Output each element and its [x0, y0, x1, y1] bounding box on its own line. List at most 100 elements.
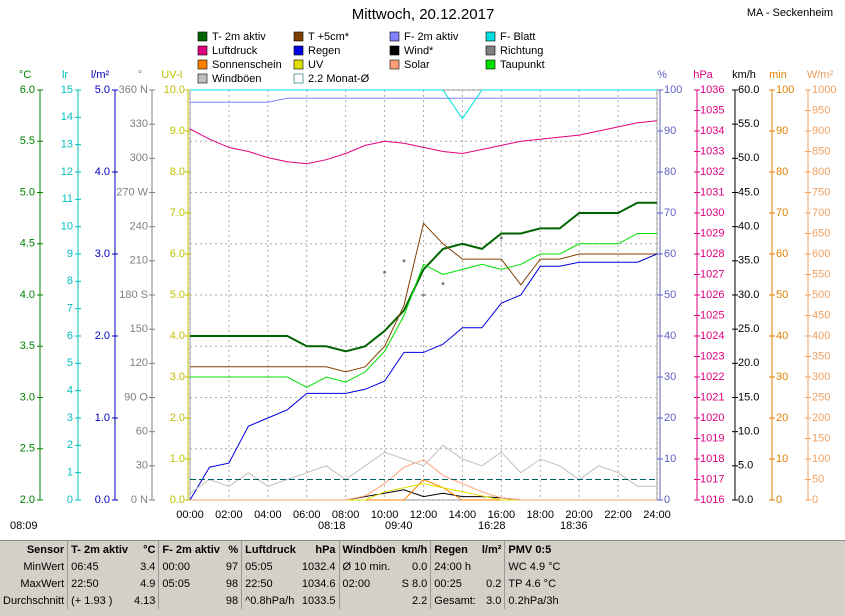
y-tick-label: 6.0 — [20, 84, 35, 96]
y-tick-label: 50.0 — [738, 152, 759, 164]
y-tick-label: 60 — [776, 248, 788, 260]
sun-time: 08:18 — [318, 520, 346, 532]
y-tick-label: 1022 — [700, 371, 724, 383]
table-cell: 1033.5 — [298, 592, 340, 609]
axis-unit: ° — [138, 69, 142, 81]
y-tick-label: 1018 — [700, 453, 724, 465]
y-tick-label: 35.0 — [738, 255, 759, 267]
x-tick-label: 10:00 — [371, 509, 399, 521]
x-tick-label: 14:00 — [449, 509, 477, 521]
y-tick-label: 1036 — [700, 84, 724, 96]
series-line — [190, 97, 657, 103]
table-cell: 1034.6 — [298, 575, 340, 592]
data-dot — [499, 236, 503, 240]
table-cell: % — [222, 541, 243, 558]
table-cell — [339, 592, 399, 609]
y-tick-label: 10 — [664, 453, 676, 465]
table-row: MinWert 06:45 3.4 00:00 97 05:05 1032.4 Ø 10 mi… — [0, 558, 564, 575]
y-tick-label: 10 — [776, 453, 788, 465]
legend-swatch — [293, 73, 304, 84]
y-tick-label: 80 — [664, 166, 676, 178]
table-cell: 22:50 — [71, 577, 99, 590]
x-tick-label: 08:00 — [332, 509, 360, 521]
table-cell: WC 4.9 °C — [508, 560, 561, 573]
axis-unit: hPa — [693, 69, 713, 81]
table-cell: MinWert — [0, 558, 69, 575]
y-tick-label: 30 — [776, 371, 788, 383]
legend-swatch — [197, 31, 208, 42]
summary-table: Sensor T- 2m aktiv °C F- 2m aktiv% Luftdruck… — [0, 540, 845, 616]
legend-label: T +5cm* — [308, 31, 350, 43]
series-line — [190, 233, 657, 388]
y-tick-label: 240 — [130, 221, 148, 233]
legend-label: Regen — [308, 45, 340, 57]
y-tick-label: 1024 — [700, 330, 724, 342]
legend-label: Windböen — [212, 73, 262, 85]
y-tick-label: 30 — [136, 460, 148, 472]
y-tick-label: 3 — [67, 412, 73, 424]
legend-label: Wind* — [404, 45, 434, 57]
y-tick-label: 9 — [67, 248, 73, 260]
x-tick-label: 02:00 — [215, 509, 243, 521]
y-tick-label: 200 — [812, 412, 830, 424]
table-cell: 0.0 — [398, 558, 432, 575]
y-tick-label: 1021 — [700, 391, 724, 403]
legend-label: 2.2 Monat-Ø — [308, 73, 370, 85]
y-tick-label: 300 — [130, 152, 148, 164]
table-cell: 1032.4 — [298, 558, 340, 575]
table-cell: Gesamt: — [434, 594, 476, 607]
legend-swatch — [485, 59, 496, 70]
legend-swatch — [389, 45, 400, 56]
chart-title: Mittwoch, 20.12.2017 — [352, 6, 495, 23]
y-tick-label: 1035 — [700, 104, 724, 116]
axis-unit: UV-I — [161, 69, 182, 81]
y-tick-label: 40.0 — [738, 221, 759, 233]
y-tick-label: 1026 — [700, 289, 724, 301]
series-line — [189, 253, 658, 501]
y-tick-label: 450 — [812, 309, 830, 321]
y-tick-label: 12 — [61, 166, 73, 178]
y-tick-label: 400 — [812, 330, 830, 342]
y-tick-label: 2.5 — [20, 443, 35, 455]
x-tick-label: 12:00 — [410, 509, 438, 521]
y-tick-label: 20.0 — [738, 357, 759, 369]
y-tick-label: 4 — [67, 385, 73, 397]
table-cell: 00:00 — [162, 560, 190, 573]
y-tick-label: 210 — [130, 255, 148, 267]
y-tick-label: 1034 — [700, 125, 724, 137]
y-tick-label: 55.0 — [738, 118, 759, 130]
y-tick-label: 70 — [776, 207, 788, 219]
location: MA - Seckenheim — [747, 7, 833, 19]
y-tick-label: 4.5 — [20, 238, 35, 250]
table-cell: PMV 0:5 — [508, 543, 552, 556]
y-tick-label: 120 — [130, 357, 148, 369]
table-cell: (+ 1.93 ) — [71, 594, 113, 607]
y-tick-label: 300 — [812, 371, 830, 383]
y-tick-label: 180 S — [119, 289, 148, 301]
y-tick-label: 1027 — [700, 268, 724, 280]
y-tick-label: 1 — [67, 467, 73, 479]
x-tick-label: 00:00 — [176, 509, 204, 521]
y-tick-label: 700 — [812, 207, 830, 219]
y-tick-label: 45.0 — [738, 186, 759, 198]
table-cell — [159, 592, 223, 609]
y-tick-label: 5.5 — [20, 135, 35, 147]
y-tick-label: 0 — [664, 494, 670, 506]
legend-swatch — [197, 45, 208, 56]
y-tick-label: 11 — [62, 193, 73, 205]
table-cell: MaxWert — [0, 575, 69, 592]
table-cell: 3.4 — [131, 558, 160, 575]
table-cell: 4.9 — [131, 575, 160, 592]
y-tick-label: 1016 — [700, 494, 724, 506]
table-cell: 0.2hPa/3h — [508, 594, 559, 607]
y-tick-label: 20 — [776, 412, 788, 424]
y-tick-label: 1030 — [700, 207, 724, 219]
table-cell: 4.13 — [131, 592, 160, 609]
y-tick-label: 2 — [67, 439, 73, 451]
table-cell: 98 — [222, 575, 243, 592]
y-tick-label: 3.0 — [170, 371, 185, 383]
y-tick-label: 250 — [812, 391, 830, 403]
y-tick-label: 1.0 — [170, 453, 185, 465]
y-tick-label: 850 — [812, 145, 830, 157]
